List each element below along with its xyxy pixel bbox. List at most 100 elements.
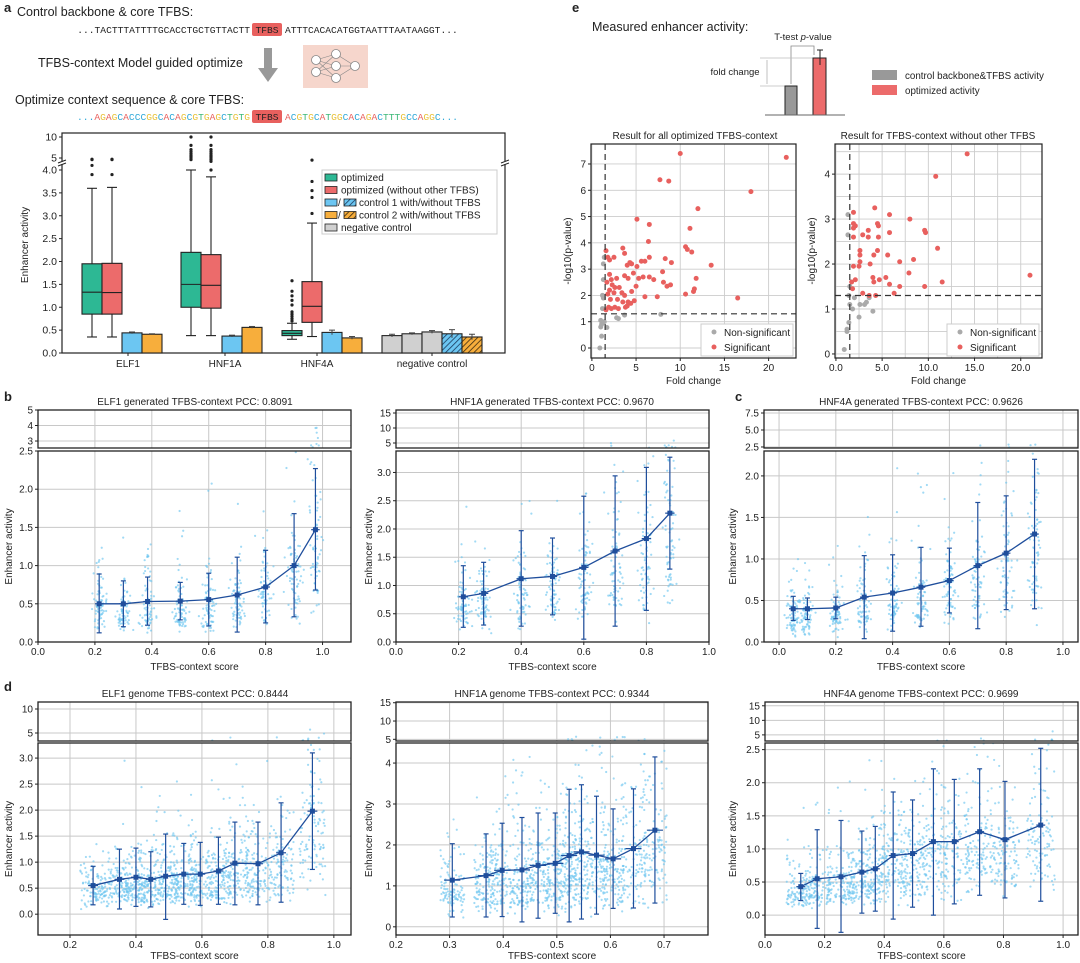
scatter-point [672,439,675,442]
y-tick-label: 0.5 [377,609,391,620]
scatter-point [809,614,812,617]
scatter-point [102,610,105,613]
scatter-point [115,884,118,887]
x-tick-label: 0.6 [942,647,956,658]
y-tick-label: 1.5 [42,279,57,291]
scatter-point [201,896,204,899]
base-letter: . [77,112,83,123]
scatter-point [285,816,288,820]
scatter-point [208,557,211,560]
scatter-point [545,808,548,811]
significant-point [897,284,903,290]
scatter-point [143,891,146,894]
mean-marker [460,594,466,600]
scatter-point [669,576,672,579]
legend-swatch [324,223,338,232]
scatter-point [316,436,319,440]
scatter-point [618,570,621,574]
scatter-point [557,888,561,891]
scatter-point [141,616,144,619]
scatter-point [974,617,977,620]
bar [221,335,243,354]
scatter-point [101,557,104,560]
scatter-point [144,565,147,569]
scatter-point [227,858,230,862]
scatter-point [294,601,298,604]
scatter-point [85,871,88,874]
scatter-point [250,829,253,833]
scatter-point [264,866,267,869]
scatter-point [322,539,325,542]
scatter-point [540,879,543,882]
scatter-point [1031,582,1034,586]
scatter-point [584,533,587,536]
outlier-point [290,303,294,307]
scatter-point [489,854,492,857]
scatter-point [1029,566,1032,569]
scatter-point [440,892,443,896]
scatter-point [290,568,293,571]
scatter-point [489,861,492,864]
scatter-point [439,854,442,857]
scatter-point [665,483,668,487]
scatter-point [494,852,498,855]
scatter-point [1040,607,1043,610]
scatter-point [491,882,494,886]
significant-point [857,248,863,254]
scatter-point [894,565,897,568]
scatter-point [263,567,266,570]
scatter-point [971,555,974,558]
scatter-point [553,618,557,622]
scatter-point [268,613,271,617]
scatter-point [186,885,189,888]
x-tick-label: 0 [589,363,595,374]
scatter-point [491,887,494,890]
scatter-point [260,575,263,579]
scatter-point [530,881,534,884]
scatter-point [79,869,82,872]
scatter-point [858,579,861,582]
scatter-point [522,587,525,590]
scatter-point [103,872,106,875]
scatter-point [317,444,320,447]
scatter-point [137,898,140,901]
y-tick-label: 1.0 [377,581,391,592]
scatter-point [836,621,839,624]
control-bar [784,85,798,116]
scatter-point [116,866,119,870]
scatter-point [923,605,926,608]
scatter-point [458,618,462,621]
scatter-point [792,626,795,630]
scatter-point [678,538,681,541]
scatter-point [498,890,501,893]
scatter-point [189,793,193,796]
scatter-point [255,893,258,896]
scatter-point [290,607,293,611]
scatter-point [238,825,242,828]
scatter-point [493,889,496,892]
scatter-point [243,804,247,807]
scatter-point [154,889,157,892]
scatter-point [220,896,224,900]
scatter-point [861,583,864,586]
scatter-point [786,594,789,598]
scatter-point [123,759,126,762]
scatter-point [143,867,146,870]
scatter-point [158,873,161,877]
scatter-point [112,875,115,879]
mean-marker [309,808,315,814]
scatter-point [157,870,160,873]
scatter-point [838,596,841,599]
scatter-point [141,594,144,597]
scatter-point [161,882,164,886]
scatter-point [80,889,83,892]
scatter-point [489,889,492,892]
scatter-point [176,861,179,864]
scatter-point [234,583,237,586]
scatter-point [978,493,981,496]
scatter-point [292,853,295,856]
scatter-point [161,843,164,846]
scatter-point [296,585,299,588]
scatter-point [453,894,456,898]
